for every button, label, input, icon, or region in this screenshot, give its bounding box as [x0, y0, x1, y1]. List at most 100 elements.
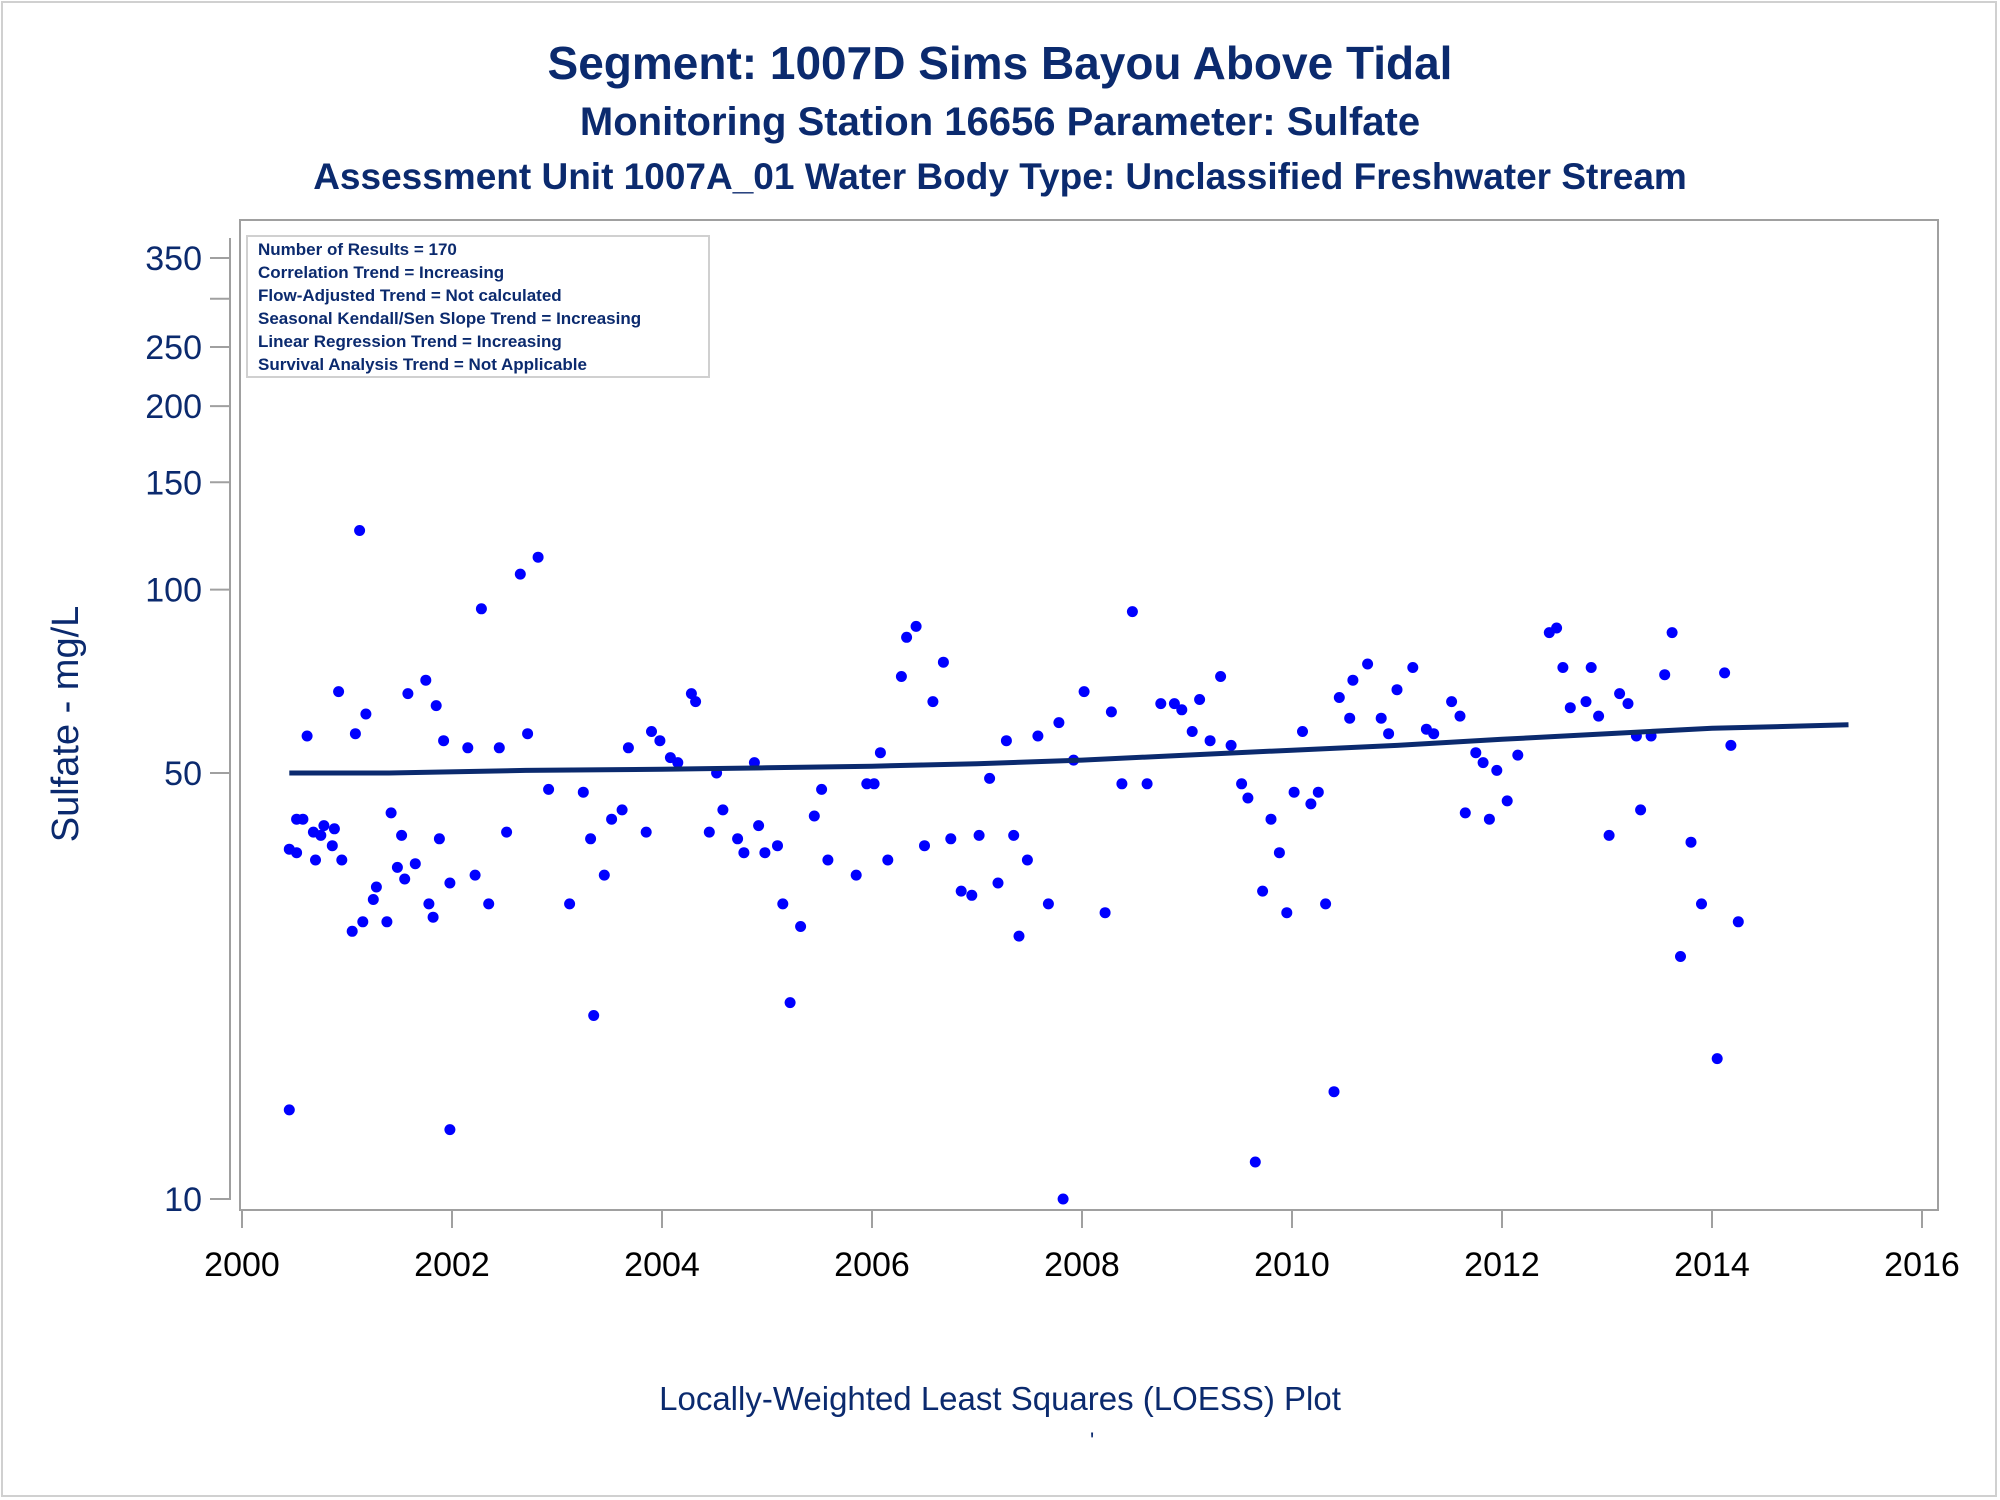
data-point — [1116, 778, 1128, 790]
data-point — [748, 757, 760, 769]
x-tick-label: 2014 — [1674, 1246, 1750, 1284]
data-point — [385, 807, 397, 819]
y-tick-label: 150 — [145, 464, 202, 502]
data-point — [318, 820, 330, 832]
data-point — [1257, 885, 1269, 897]
data-point — [291, 847, 303, 859]
data-point — [1512, 749, 1524, 761]
data-point — [1328, 1086, 1340, 1098]
data-point — [1470, 747, 1482, 759]
data-point — [945, 833, 957, 845]
data-point — [882, 854, 894, 866]
data-point — [1186, 726, 1198, 737]
x-tick-label: 2000 — [204, 1246, 280, 1284]
plot-footnote: Locally-Weighted Least Squares (LOESS) P… — [659, 1380, 1341, 1417]
x-tick-label: 2004 — [624, 1246, 700, 1284]
data-point — [1635, 804, 1647, 816]
data-point — [349, 728, 361, 740]
data-point — [493, 742, 505, 754]
data-point — [984, 772, 996, 784]
data-point — [1719, 667, 1731, 679]
stats-line: Seasonal Kendall/Sen Slope Trend = Incre… — [258, 309, 641, 328]
data-point — [514, 568, 526, 580]
data-point — [1265, 813, 1277, 825]
data-point — [1236, 778, 1248, 790]
x-tick-label: 2008 — [1044, 1246, 1120, 1284]
data-point — [423, 898, 435, 910]
data-point — [1603, 829, 1615, 841]
data-point — [564, 898, 576, 910]
x-tick-label: 2012 — [1464, 1246, 1540, 1284]
y-tick-label: 100 — [145, 572, 202, 610]
data-point — [315, 829, 327, 841]
data-point — [1176, 704, 1188, 716]
data-point — [1281, 907, 1293, 919]
data-point — [402, 688, 414, 700]
data-point — [1333, 692, 1345, 703]
data-point — [937, 656, 949, 668]
data-point — [354, 525, 366, 536]
data-point — [1042, 898, 1054, 910]
y-axis-label: Sulfate - mg/L — [45, 606, 87, 843]
stats-box: Number of Results = 170 Correlation Tren… — [246, 235, 710, 378]
data-point — [784, 997, 796, 1009]
data-point — [1288, 786, 1300, 798]
data-point — [1099, 907, 1111, 919]
x-axis: 2000 2002 2004 2006 2008 2010 2012 2014 2016 — [204, 1209, 1960, 1284]
data-point — [874, 747, 886, 759]
data-point — [640, 826, 652, 838]
data-point — [616, 804, 628, 816]
data-point — [326, 840, 338, 852]
data-point — [919, 840, 930, 852]
data-point — [850, 869, 862, 881]
data-point — [585, 833, 597, 845]
data-point — [1320, 898, 1332, 910]
data-point — [622, 742, 634, 754]
data-point — [1407, 662, 1419, 673]
data-point — [1685, 836, 1697, 848]
data-point — [1551, 622, 1563, 634]
data-point — [772, 840, 783, 852]
data-point — [297, 813, 309, 825]
data-point — [433, 833, 445, 845]
data-point — [283, 1104, 295, 1116]
data-point — [895, 671, 907, 682]
y-tick-label: 200 — [145, 388, 202, 426]
data-point — [409, 858, 421, 870]
data-point — [1446, 696, 1458, 708]
data-point — [598, 869, 610, 881]
data-point — [1297, 726, 1308, 737]
data-point — [396, 829, 408, 841]
data-point — [1078, 686, 1090, 698]
data-point — [1057, 1193, 1069, 1205]
data-point — [777, 898, 789, 910]
data-point — [759, 847, 771, 859]
data-point — [367, 894, 379, 905]
data-point — [1168, 698, 1180, 710]
data-point — [381, 916, 393, 928]
data-point — [1666, 627, 1678, 639]
data-point — [1501, 795, 1513, 807]
data-point — [1428, 728, 1440, 740]
scatter-points — [283, 239, 1744, 1205]
data-point — [1273, 847, 1285, 859]
stats-line: Number of Results = 170 — [258, 240, 457, 259]
data-point — [483, 898, 495, 910]
data-point — [1000, 735, 1012, 747]
data-point — [690, 696, 702, 708]
data-point — [966, 889, 978, 901]
data-point — [301, 730, 313, 742]
data-point — [399, 873, 411, 885]
data-point — [1053, 717, 1065, 729]
data-point — [1593, 710, 1605, 722]
data-point — [1732, 916, 1744, 928]
data-point — [955, 885, 967, 897]
data-point — [816, 783, 828, 795]
y-tick-label: 50 — [164, 755, 202, 793]
footnote-mark: ' — [1090, 1428, 1095, 1453]
data-point — [1614, 688, 1626, 700]
loess-trend-line — [289, 722, 1849, 776]
data-point — [444, 877, 456, 889]
data-point — [462, 742, 474, 754]
data-point — [1344, 712, 1356, 724]
